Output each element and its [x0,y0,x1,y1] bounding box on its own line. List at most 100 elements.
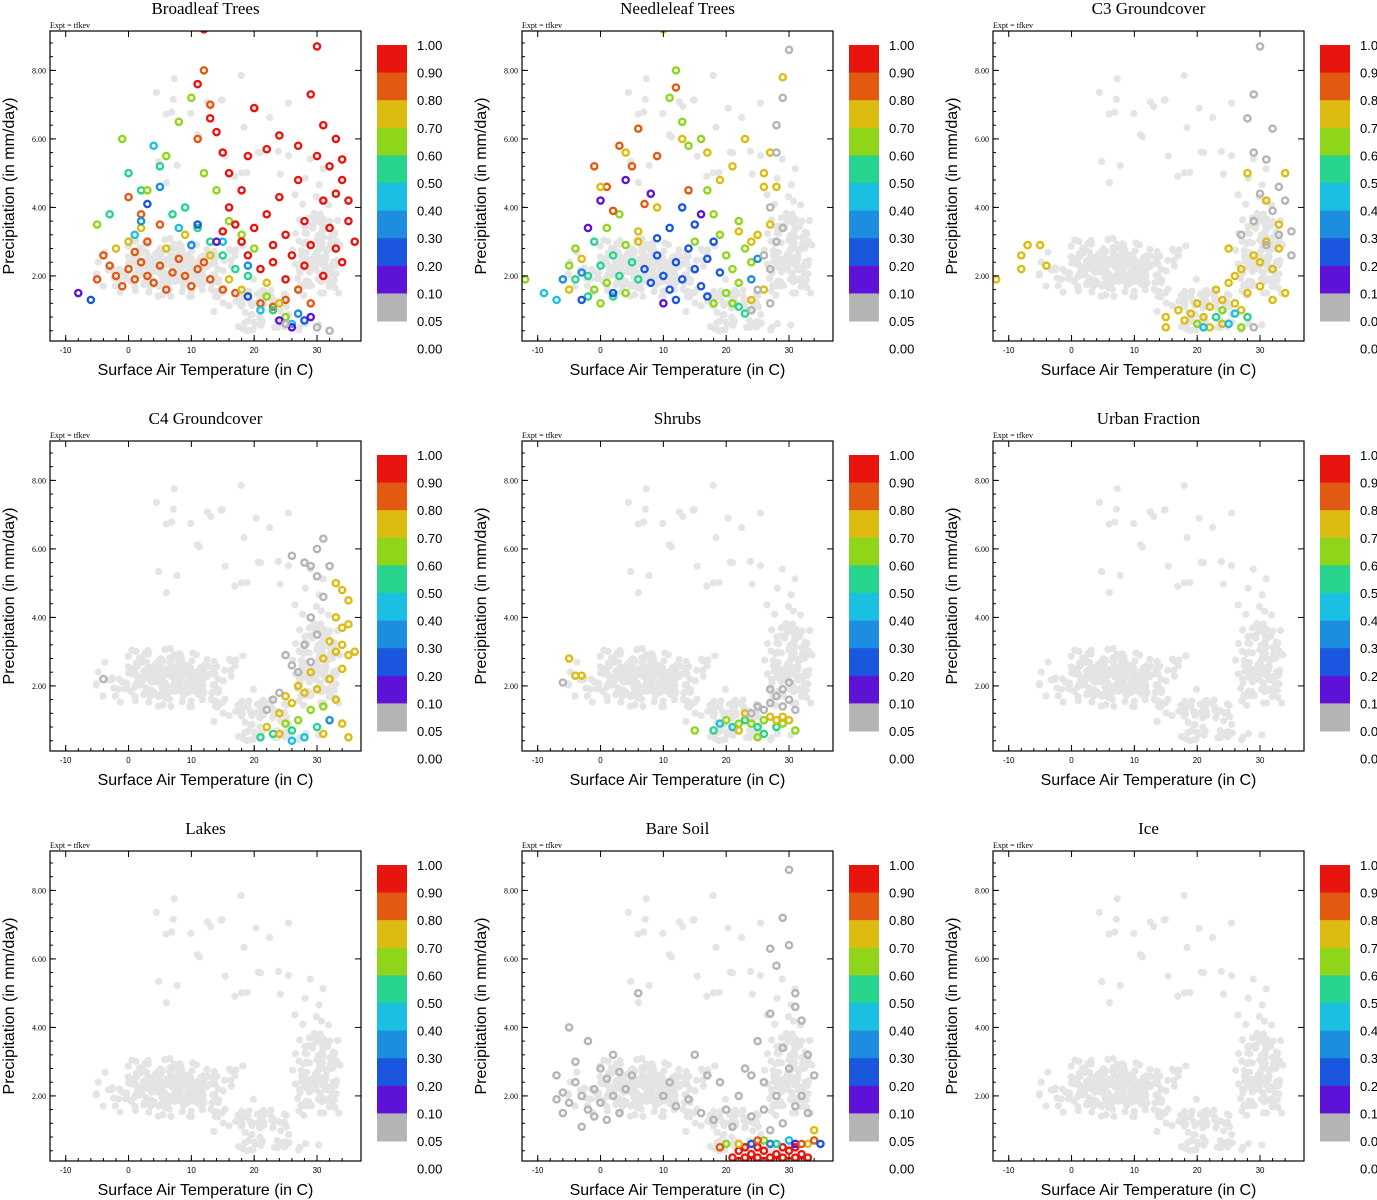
background-point [593,275,602,283]
colorbar-label: 0.00 [1360,342,1377,357]
background-point [672,664,680,673]
background-point [1174,172,1182,180]
background-point [1269,240,1278,248]
background-point [746,557,754,565]
colorbar-swatch [1320,620,1350,649]
data-point [187,281,196,291]
data-point [778,223,788,233]
x-tick-label: 0 [126,756,131,765]
background-point [640,108,648,116]
background-point [773,320,782,328]
background-point [316,1089,324,1097]
data-point [690,264,700,274]
data-point [243,151,253,161]
data-point [155,220,165,229]
background-point [1228,720,1236,729]
background-point [173,161,181,170]
y-tick-label: 8.00 [32,886,46,895]
background-point [162,999,171,1007]
data-point [337,257,347,267]
background-point [301,174,309,182]
y-tick-label: 4.00 [975,203,989,212]
background-point [172,672,181,681]
background-point [155,1076,163,1084]
background-point [1035,681,1043,689]
background-point [659,702,667,711]
background-point [225,1122,233,1130]
background-point [252,924,260,932]
background-point [635,255,643,263]
data-point [1023,240,1032,250]
data-point [1280,196,1290,205]
background-point [1274,672,1282,680]
background-point [237,481,245,490]
background-point [306,155,314,163]
background-point [146,692,155,700]
background-point [713,308,721,316]
background-point [326,233,334,242]
background-point [1192,275,1201,283]
background-point [699,1082,707,1090]
background-point [1212,303,1220,311]
background-point [1064,275,1073,283]
background-point [154,702,162,710]
background-point [101,1068,109,1076]
background-point [1109,644,1117,653]
data-point [652,203,662,212]
background-point [709,71,717,80]
background-point [659,697,667,705]
background-point [1098,692,1106,700]
expt-label: Expt = tfkev [50,431,90,440]
data-point [199,66,209,75]
background-point [132,1057,140,1065]
background-point [1141,286,1149,294]
background-point [274,967,282,975]
background-point [1105,520,1113,528]
data-point [621,148,630,157]
data-point [105,261,114,270]
data-point [136,216,146,226]
background-point [642,485,650,493]
background-point [596,253,604,261]
colorbar-swatch [377,565,407,594]
background-point [162,589,171,597]
expt-label: Expt = tfkev [522,841,562,850]
background-point [261,1110,269,1118]
background-point [777,649,786,657]
background-point [645,651,653,660]
background-point [214,688,222,697]
data-point [344,196,353,205]
colorbar-swatch [377,1058,407,1087]
background-point [289,1066,297,1074]
background-point [641,95,649,103]
data-point [608,251,618,260]
colorbar-swatch [377,265,407,294]
background-point [265,113,274,122]
background-point [1188,287,1196,295]
background-point [699,672,707,680]
background-point [167,1112,175,1120]
y-tick-label: 4.00 [32,1023,46,1032]
background-point [784,193,793,201]
colorbar-swatch [377,537,407,566]
colorbar-label: 1.00 [417,448,442,463]
background-point [297,1067,305,1075]
background-point [101,658,109,666]
background-point [240,943,248,952]
data-point [589,285,599,294]
data-point [1236,264,1246,274]
background-point [749,320,757,328]
background-point [1270,279,1278,288]
background-point [658,682,666,690]
colorbar-label: 0.10 [1360,286,1377,301]
background-point [187,929,195,938]
background-point [1117,679,1125,688]
background-point [173,651,181,660]
background-point [221,152,229,160]
data-point [249,244,259,253]
colorbar-swatch [377,293,407,322]
background-point [633,693,641,702]
background-point [237,989,245,997]
background-point [218,916,226,924]
